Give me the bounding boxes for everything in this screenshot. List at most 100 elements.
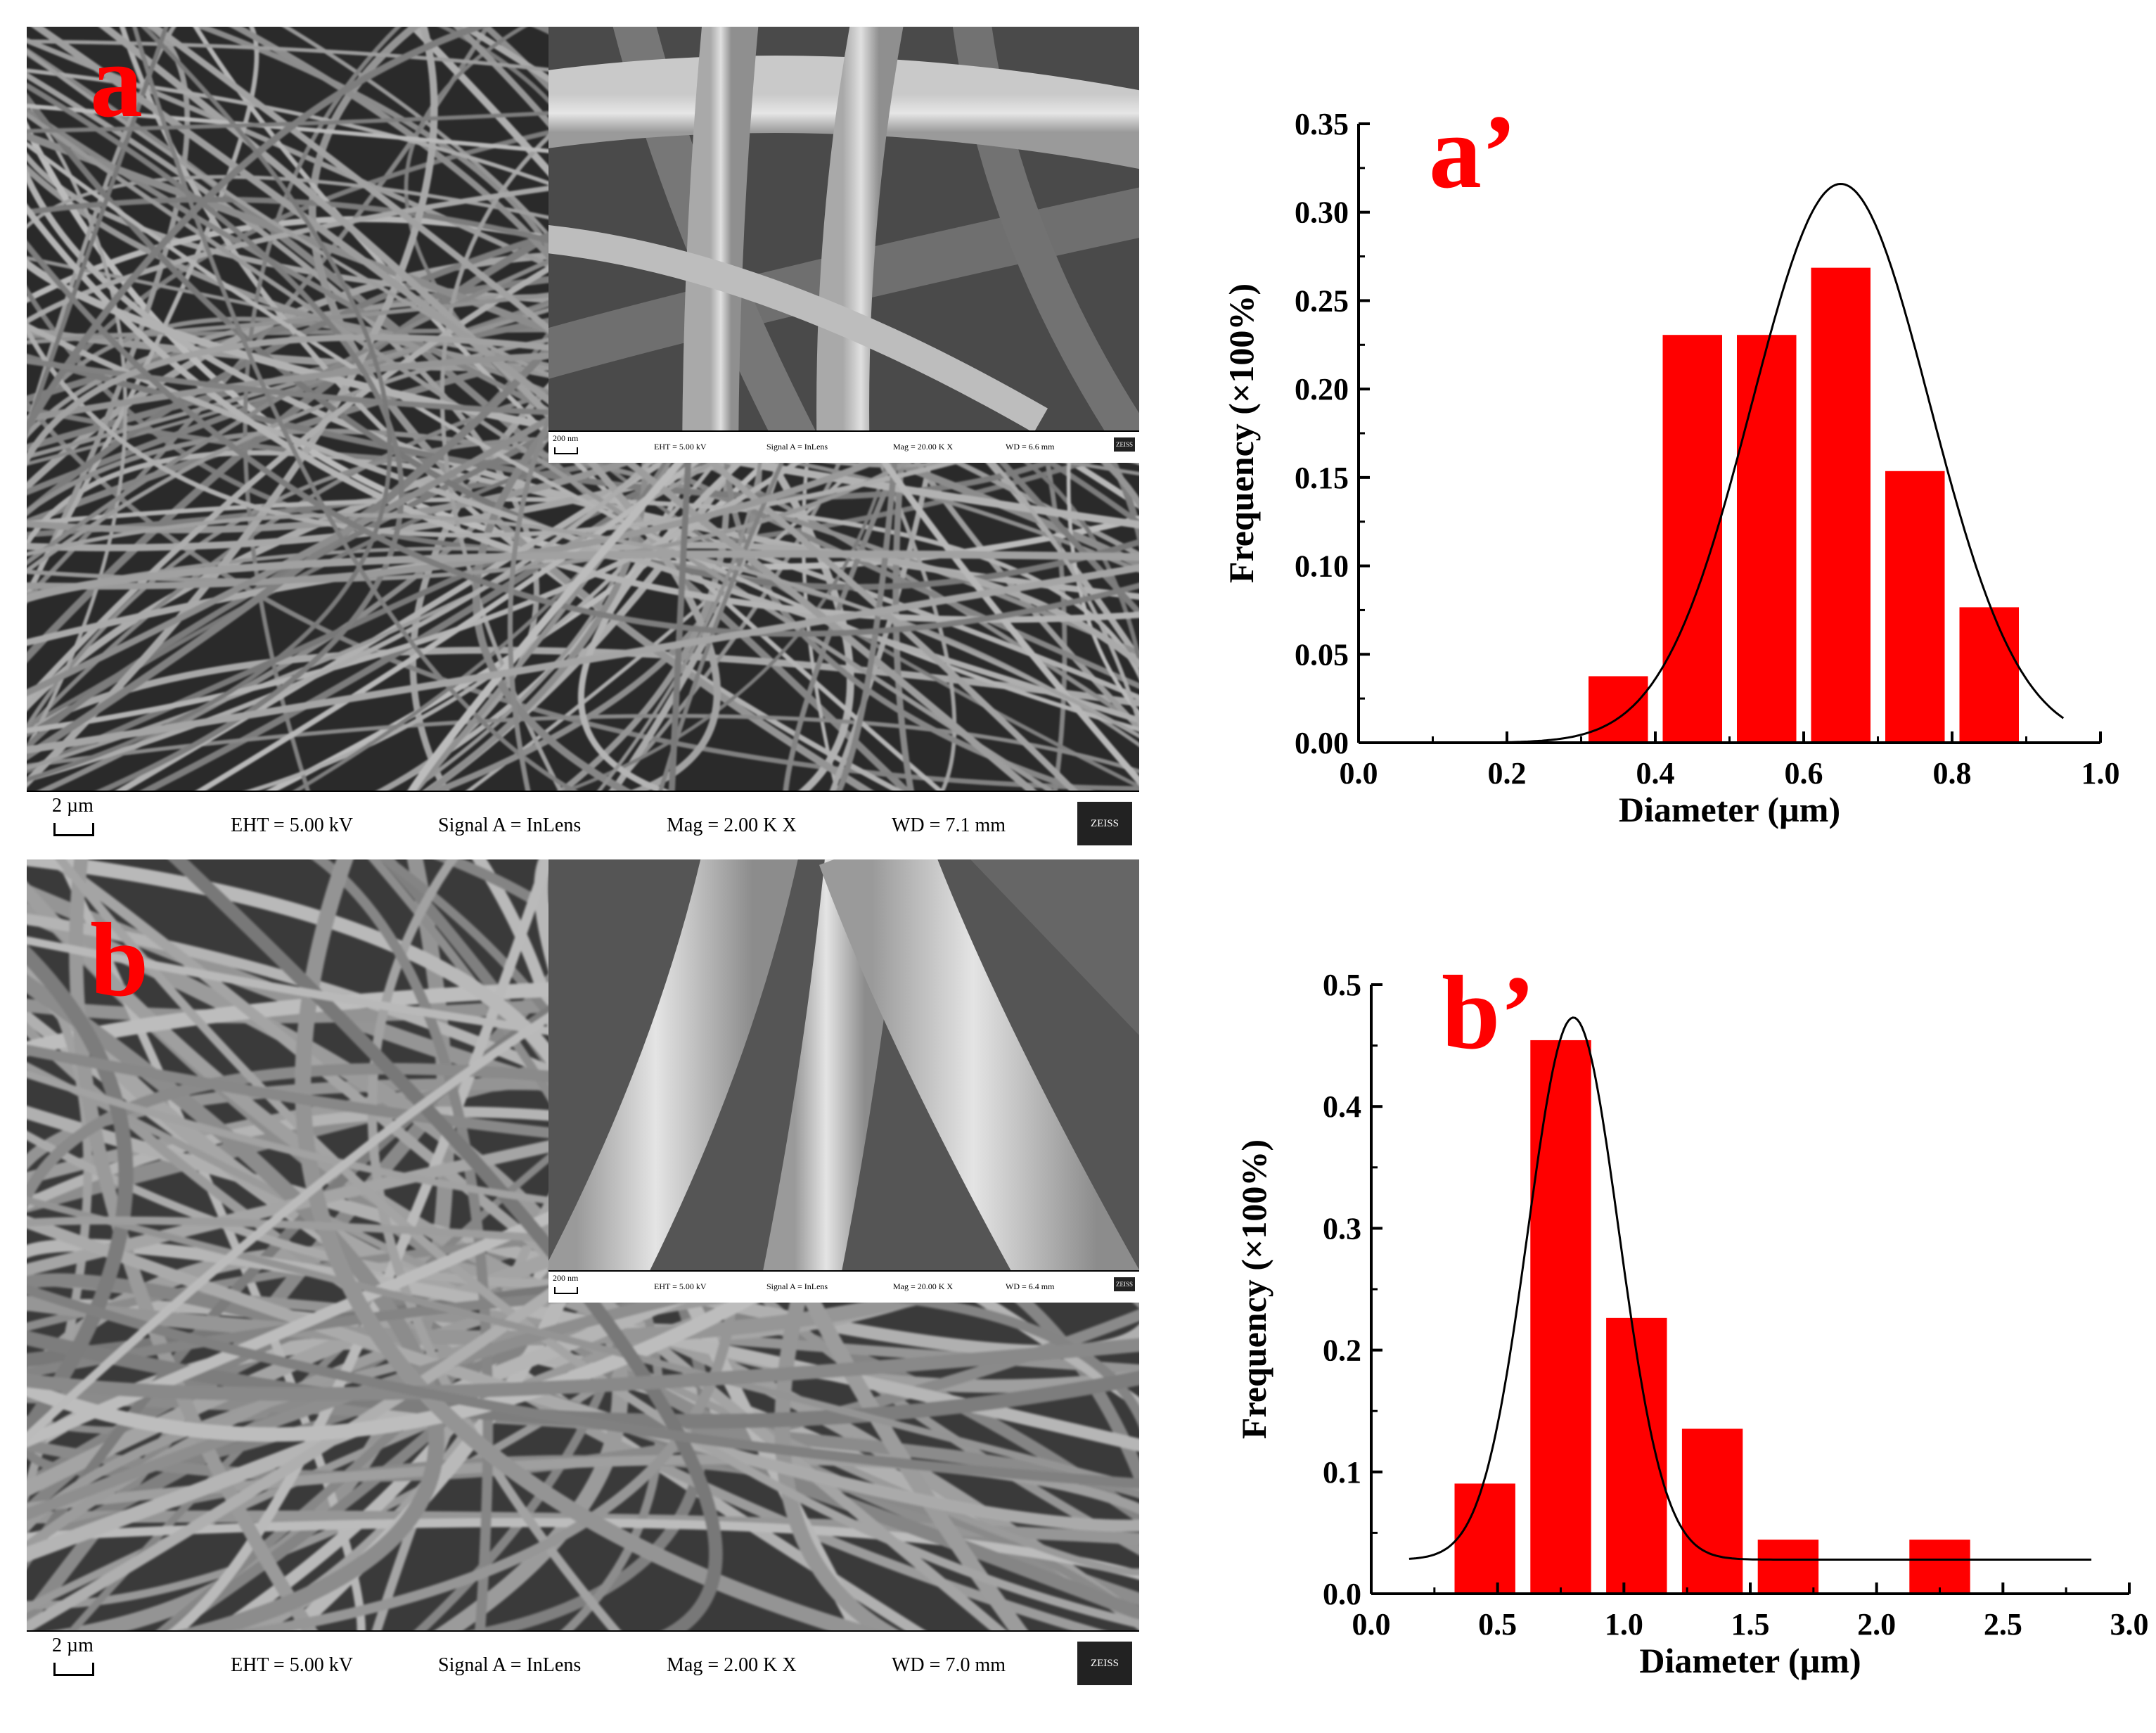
y-tick-label: 0.25 bbox=[1295, 283, 1349, 318]
y-tick-label: 0.3 bbox=[1323, 1211, 1361, 1246]
sem-inset-a: 200 nm EHT = 5.00 kV Signal A = InLens M… bbox=[548, 27, 1139, 463]
fiber bbox=[27, 1338, 1139, 1401]
sem-inset-fibers-a bbox=[548, 27, 1139, 463]
fiber bbox=[27, 27, 438, 788]
zeiss-logo: ZEISS bbox=[1077, 802, 1132, 845]
inset-wd: WD = 6.4 mm bbox=[1006, 1281, 1055, 1291]
x-tick-label: 2.5 bbox=[1984, 1607, 2022, 1642]
histogram-bar bbox=[1735, 333, 1798, 743]
mag-label: Mag = 2.00 K X bbox=[667, 1654, 797, 1676]
scale-label: 2 µm bbox=[52, 1635, 94, 1656]
scale-label: 2 µm bbox=[52, 795, 94, 817]
fiber bbox=[27, 27, 392, 782]
x-axis-title: Diameter (µm) bbox=[1639, 1641, 1861, 1680]
y-tick-label: 0.15 bbox=[1295, 461, 1349, 495]
inset-eht: EHT = 5.00 kV bbox=[654, 442, 707, 452]
y-tick-label: 0.30 bbox=[1295, 196, 1349, 230]
fiber bbox=[27, 1215, 1139, 1532]
histogram-bar bbox=[1453, 1482, 1517, 1594]
inset-scale-label: 200 nm bbox=[553, 1273, 579, 1283]
zeiss-logo: ZEISS bbox=[1077, 1642, 1132, 1685]
inset-wd: WD = 6.6 mm bbox=[1006, 442, 1055, 452]
zeiss-logo: ZEISS bbox=[1113, 437, 1135, 452]
inset-scale-label: 200 nm bbox=[553, 433, 579, 443]
x-tick-label: 0.8 bbox=[1933, 756, 1972, 791]
histogram-bar bbox=[1529, 1038, 1593, 1594]
inset-scale-bar bbox=[554, 447, 578, 454]
sem-image-a: 200 nm EHT = 5.00 kV Signal A = InLens M… bbox=[27, 27, 1139, 857]
sem-inset-fibers-b bbox=[548, 859, 1139, 1303]
x-tick-label: 0.5 bbox=[1478, 1607, 1517, 1642]
inset-signal: Signal A = InLens bbox=[766, 442, 828, 452]
wd-label: WD = 7.1 mm bbox=[892, 814, 1006, 836]
wd-label: WD = 7.0 mm bbox=[892, 1654, 1006, 1676]
x-tick-label: 3.0 bbox=[2110, 1607, 2149, 1642]
y-tick-label: 0.35 bbox=[1295, 107, 1349, 141]
inset-mag: Mag = 20.00 K X bbox=[893, 1281, 954, 1291]
fiber bbox=[27, 564, 1139, 754]
eht-label: EHT = 5.00 kV bbox=[231, 1654, 353, 1676]
zeiss-logo: ZEISS bbox=[1113, 1277, 1135, 1291]
scale-bar bbox=[53, 1663, 94, 1676]
inset-mag: Mag = 20.00 K X bbox=[893, 442, 954, 452]
histogram-a-prime: 0.0 0.2 0.4 0.6 0.8 1.0 0.00 0.05 0.10 0.15 0.20 0.… bbox=[1221, 94, 2120, 829]
y-tick-label: 0.5 bbox=[1323, 968, 1361, 1002]
histogram-bar bbox=[1908, 1538, 1972, 1594]
y-tick-label: 0.10 bbox=[1295, 549, 1349, 584]
histogram-bar bbox=[1661, 333, 1724, 743]
gaussian-fit-line bbox=[1409, 1016, 2092, 1561]
sem-inset-b: 200 nm EHT = 5.00 kV Signal A = InLens M… bbox=[548, 859, 1139, 1303]
databar-a: 2 µm EHT = 5.00 kV Signal A = InLens Mag… bbox=[27, 791, 1139, 857]
inset-databar-a: 200 nm EHT = 5.00 kV Signal A = InLens M… bbox=[548, 430, 1139, 463]
databar-b: 2 µm EHT = 5.00 kV Signal A = InLens Mag… bbox=[27, 1630, 1139, 1696]
histogram-bar bbox=[1958, 606, 2021, 744]
x-tick-label: 1.5 bbox=[1731, 1607, 1770, 1642]
y-axis-title: Frequency (×100%) bbox=[1221, 283, 1261, 583]
y-axis-title: Frequency (×100%) bbox=[1234, 1139, 1273, 1439]
y-tick-label: 0.4 bbox=[1323, 1089, 1361, 1124]
y-tick-label: 0.0 bbox=[1323, 1577, 1361, 1611]
fiber bbox=[193, 27, 970, 817]
fiber bbox=[27, 107, 1139, 689]
fiber bbox=[27, 27, 169, 437]
x-tick-label: 1.0 bbox=[2081, 756, 2120, 791]
fiber bbox=[27, 322, 1139, 724]
x-tick-label: 0.0 bbox=[1340, 756, 1378, 791]
histogram-bar bbox=[1809, 266, 1873, 743]
y-tick-label: 0.20 bbox=[1295, 372, 1349, 407]
inset-databar-b: 200 nm EHT = 5.00 kV Signal A = InLens M… bbox=[548, 1270, 1139, 1303]
sem-image-b: 200 nm EHT = 5.00 kV Signal A = InLens M… bbox=[27, 859, 1139, 1696]
x-tick-label: 0.6 bbox=[1785, 756, 1823, 791]
panel-label-b: b bbox=[90, 902, 149, 1018]
scale-bar bbox=[53, 823, 94, 836]
fiber bbox=[27, 550, 1139, 603]
panel-label: b’ bbox=[1442, 954, 1535, 1071]
x-tick-label: 0.0 bbox=[1352, 1607, 1391, 1642]
fiber bbox=[27, 513, 1139, 738]
histogram-bar bbox=[1680, 1427, 1745, 1594]
x-tick-label: 2.0 bbox=[1857, 1607, 1896, 1642]
panel-label-a: a bbox=[90, 23, 143, 139]
y-tick-label: 0.00 bbox=[1295, 726, 1349, 760]
y-tick-label: 0.2 bbox=[1323, 1334, 1361, 1368]
fiber bbox=[167, 859, 723, 1654]
histogram-bar bbox=[1605, 1316, 1669, 1594]
mag-label: Mag = 2.00 K X bbox=[667, 814, 797, 836]
y-tick-label: 0.1 bbox=[1323, 1455, 1361, 1490]
fiber bbox=[55, 859, 1139, 1629]
histogram-bar bbox=[1756, 1538, 1821, 1594]
fiber bbox=[27, 713, 1139, 774]
y-tick-label: 0.05 bbox=[1295, 637, 1349, 672]
inset-eht: EHT = 5.00 kV bbox=[654, 1281, 707, 1291]
histogram-b-prime: 0.0 0.5 1.0 1.5 2.0 2.5 3.0 0.0 0.1 0.2 0.3 0.4 0.5 D… bbox=[1234, 954, 2149, 1680]
x-tick-label: 0.4 bbox=[1636, 756, 1675, 791]
x-tick-label: 0.2 bbox=[1488, 756, 1527, 791]
x-tick-label: 1.0 bbox=[1605, 1607, 1643, 1642]
fiber bbox=[27, 944, 134, 1443]
fiber bbox=[132, 27, 625, 817]
inset-signal: Signal A = InLens bbox=[766, 1281, 828, 1291]
fiber bbox=[27, 27, 489, 435]
eht-label: EHT = 5.00 kV bbox=[231, 814, 353, 836]
fiber bbox=[27, 1284, 1139, 1489]
signal-label: Signal A = InLens bbox=[438, 814, 582, 836]
